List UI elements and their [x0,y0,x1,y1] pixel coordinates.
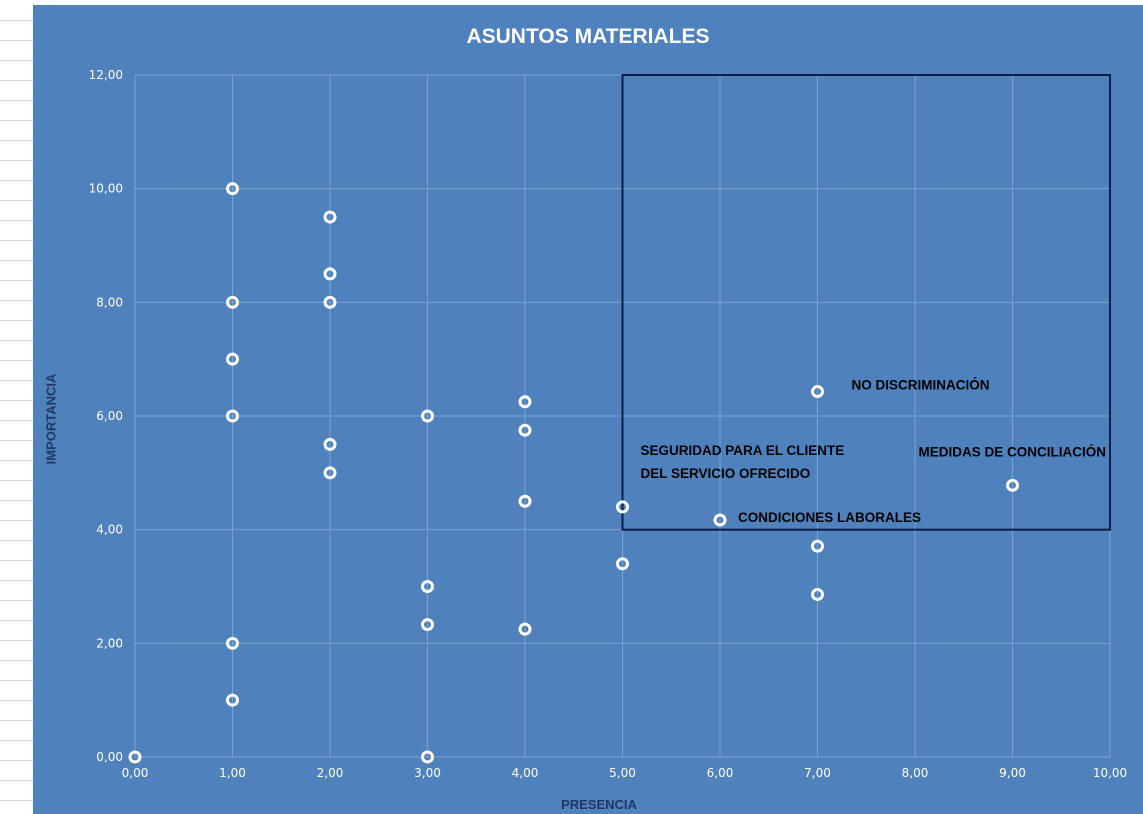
y-tick-label: 4,00 [96,523,123,537]
y-tick-label: 8,00 [96,295,123,309]
gutter-row-line [0,460,33,461]
data-point [811,385,824,399]
scatter-plot: 0,00 1,00 2,00 3,00 4,00 5,00 6,00 7,00 8,00 9,00… [89,68,1128,780]
gutter-row-line [0,740,33,741]
gutter-row-line [0,580,33,581]
gutter-row-line [0,800,33,801]
gutter-row-line [0,700,33,701]
gutter-row-line [0,340,33,341]
point-annotation: DEL SERVICIO OFRECIDO [641,466,811,481]
gutter-row-line [0,660,33,661]
gutter-row-line [0,780,33,781]
gutter-row-line [0,600,33,601]
gutter-row-line [0,520,33,521]
gutter-row-line [0,720,33,721]
gutter-row-line [0,420,33,421]
x-tick-label: 7,00 [804,766,831,780]
data-point [811,539,824,553]
data-point [421,750,434,764]
gutter-row-line [0,440,33,441]
gutter-row-line [0,280,33,281]
data-point [1006,478,1019,492]
gutter-row-line [0,560,33,561]
data-point [128,750,142,764]
gutter-row-line [0,360,33,361]
data-point [226,693,239,707]
gutter-row-line [0,620,33,621]
x-tick-label: 0,00 [122,766,149,780]
gutter-row-line [0,140,33,141]
point-annotation: CONDICIONES LABORALES [738,510,921,525]
data-point [323,437,337,451]
data-point [226,352,239,366]
y-tick-label: 6,00 [96,409,123,423]
gutter-row-line [0,240,33,241]
gutter-row-line [0,320,33,321]
x-tick-label: 10,00 [1093,766,1127,780]
data-point [226,409,239,423]
gutter-row-line [0,540,33,541]
data-point [616,557,629,571]
chart-title: ASUNTOS MATERIALES [466,25,710,48]
data-point [323,267,337,281]
data-point [518,395,532,409]
data-point [226,182,239,196]
gutter-row-line [0,640,33,641]
y-tick-label: 2,00 [96,636,123,650]
gutter-row-line [0,220,33,221]
chart-area[interactable]: ASUNTOS MATERIALES IMPORTANCIA PRESENCIA… [33,5,1143,814]
gutter-row-line [0,760,33,761]
gutter-row-line [0,400,33,401]
y-tick-label: 0,00 [96,750,123,764]
data-point [713,513,727,527]
y-tick-label: 10,00 [89,182,123,196]
point-annotation: NO DISCRIMINACIÓN [852,378,990,393]
gutter-row-line [0,380,33,381]
gutter-row-line [0,180,33,181]
data-point [323,210,337,224]
spreadsheet-row-gutter [0,0,33,814]
x-axis-label: PRESENCIA [561,797,637,812]
gutter-row-line [0,260,33,261]
gutter-row-line [0,160,33,161]
x-tick-label: 5,00 [609,766,636,780]
data-point [226,636,239,650]
point-annotation: MEDIDAS DE CONCILIACIÓN [919,444,1107,459]
gutter-row-line [0,500,33,501]
data-point [323,295,337,309]
data-point [518,423,532,437]
gutter-row-line [0,20,33,21]
gutter-row-line [0,200,33,201]
gutter-row-line [0,100,33,101]
gutter-row-line [0,80,33,81]
gutter-row-line [0,60,33,61]
x-tick-label: 6,00 [707,766,734,780]
y-tick-label: 12,00 [89,68,123,82]
data-point [518,622,532,636]
data-point [323,466,337,480]
data-point [518,494,532,508]
x-tick-label: 1,00 [219,766,246,780]
highlight-box [621,74,1111,531]
gutter-row-line [0,40,33,41]
data-point [421,618,434,632]
data-point [226,295,239,309]
data-point [811,587,824,601]
x-tick-label: 2,00 [317,766,344,780]
data-point [421,409,434,423]
data-point [421,580,434,593]
x-tick-label: 9,00 [999,766,1026,780]
x-tick-label: 8,00 [902,766,929,780]
gutter-row-line [0,300,33,301]
point-annotation: SEGURIDAD PARA EL CLIENTE [641,443,845,458]
data-point [616,500,629,514]
x-tick-label: 4,00 [512,766,539,780]
x-tick-label: 3,00 [414,766,441,780]
gutter-row-line [0,680,33,681]
gutter-row-line [0,480,33,481]
gutter-row-line [0,120,33,121]
